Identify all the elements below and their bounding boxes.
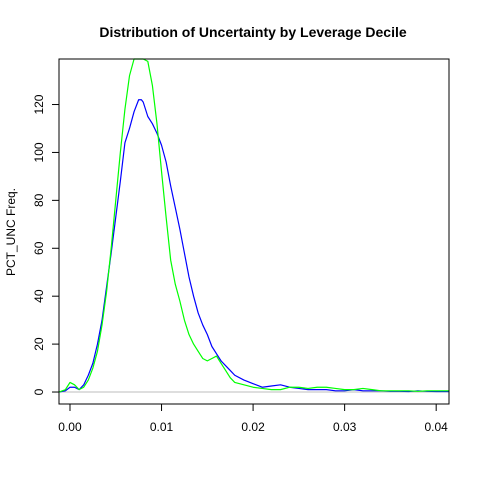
y-tick-label: 60 [32, 241, 46, 255]
y-axis: 0 20 40 60 80 100 120 [32, 94, 59, 395]
x-tick-label: 0.04 [425, 420, 449, 434]
plot-frame [58, 58, 450, 405]
y-tick-label: 80 [32, 193, 46, 207]
y-tick-label: 120 [32, 94, 46, 114]
y-axis-title: PCT_UNC Freq. [4, 188, 18, 276]
x-tick-label: 0.03 [333, 420, 357, 434]
chart-title: Distribution of Uncertainty by Leverage … [99, 24, 407, 40]
series-line-2 [58, 58, 449, 393]
plot-region [58, 58, 449, 393]
y-tick-label: 40 [32, 289, 46, 303]
x-axis: 0.00 0.01 0.02 0.03 0.04 [58, 404, 448, 434]
x-tick-label: 0.02 [241, 420, 265, 434]
x-tick-label: 0.01 [150, 420, 174, 434]
y-tick-label: 0 [32, 388, 46, 395]
x-tick-label: 0.00 [58, 420, 82, 434]
y-tick-label: 100 [32, 142, 46, 162]
y-tick-label: 20 [32, 337, 46, 351]
